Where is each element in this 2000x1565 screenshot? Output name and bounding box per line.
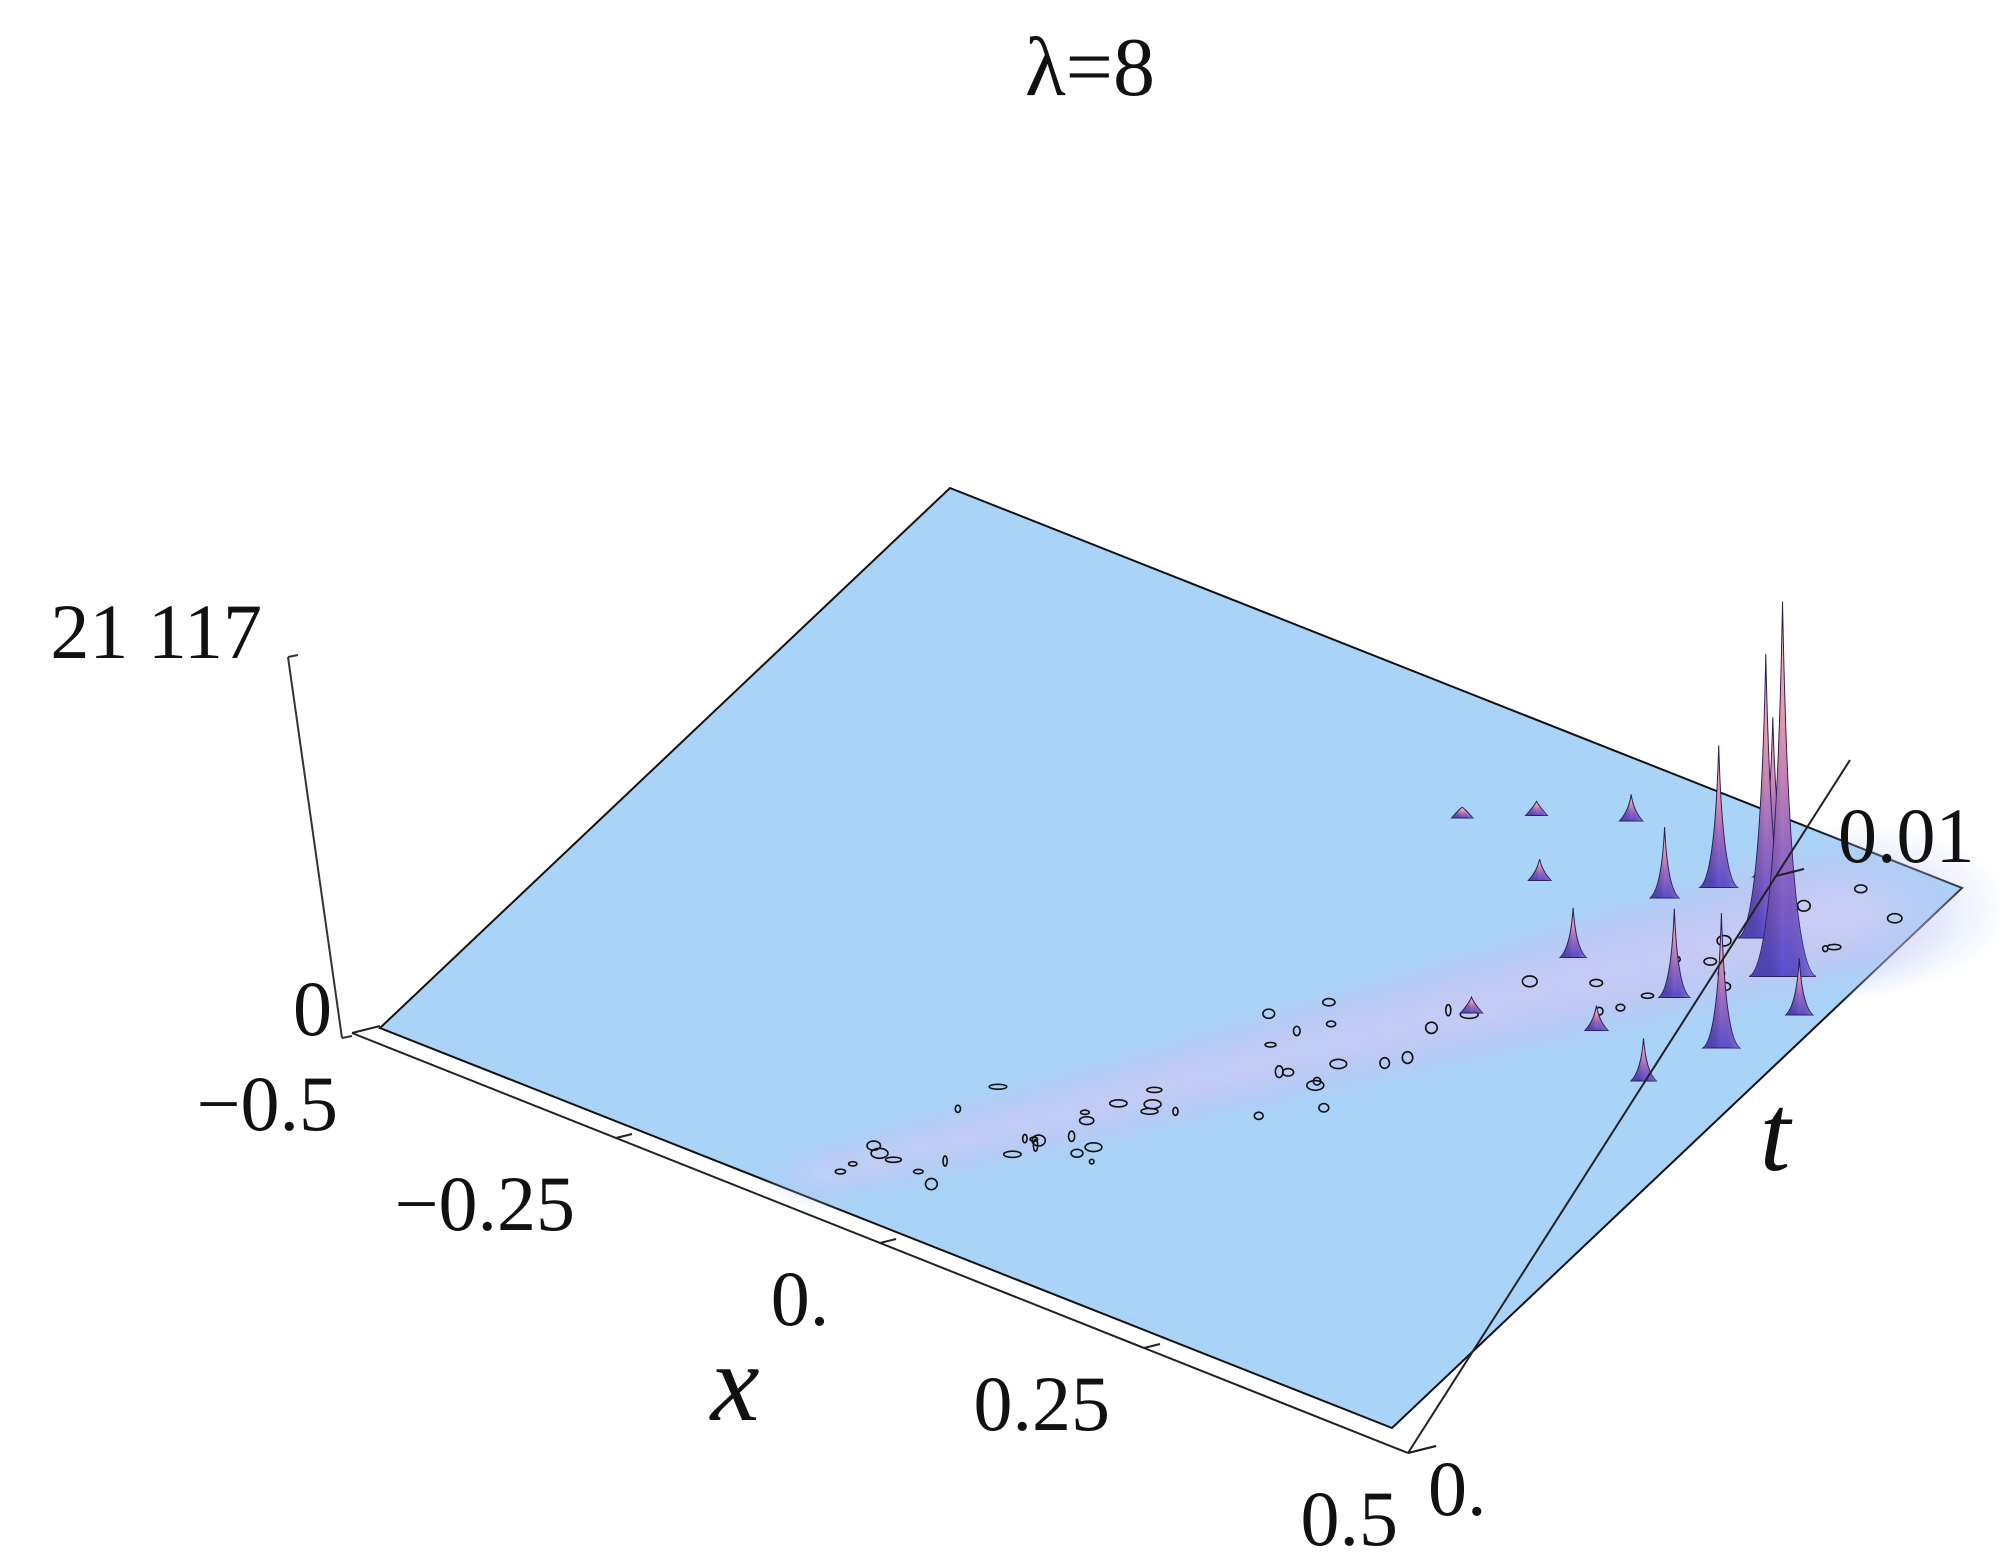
disturbance-band	[758, 821, 2000, 1212]
surface-peak	[1558, 907, 1588, 958]
z-axis	[287, 654, 353, 1039]
surface-peak	[1657, 908, 1692, 998]
surface-peak	[1527, 859, 1553, 881]
z-tick-0: 0	[293, 965, 332, 1052]
x-tick-0.5: 0.5	[1301, 1475, 1399, 1562]
x-tick-neg0.25: −0.25	[395, 1160, 576, 1247]
surface-peak	[1784, 958, 1815, 1016]
surface	[378, 486, 2000, 1430]
surface-peak	[1524, 800, 1549, 816]
surface-peak	[1450, 806, 1474, 819]
t-tick-0: 0.	[1428, 1445, 1487, 1532]
surface-peak	[1459, 995, 1484, 1014]
surface-peak	[1629, 1038, 1658, 1082]
surface-peak	[1583, 1005, 1610, 1031]
chart-title: λ=8	[1025, 21, 1155, 114]
surface-peak	[1748, 601, 1817, 977]
z-tick-max: 21 117	[50, 588, 262, 675]
x-tick-0.25: 0.25	[974, 1360, 1111, 1447]
t-axis-label: t	[1760, 1072, 1793, 1194]
surface-peak	[1701, 913, 1742, 1049]
t-tick-0.01: 0.01	[1838, 792, 1975, 879]
t-axis	[1407, 759, 1851, 1454]
x-tick-neg0.5: −0.5	[197, 1060, 339, 1147]
surface-peak	[1698, 745, 1740, 888]
surface-peak	[1618, 794, 1644, 822]
x-axis-label: x	[709, 1322, 760, 1444]
x-tick-0: 0.	[771, 1255, 830, 1342]
surface-peak	[1648, 826, 1681, 899]
